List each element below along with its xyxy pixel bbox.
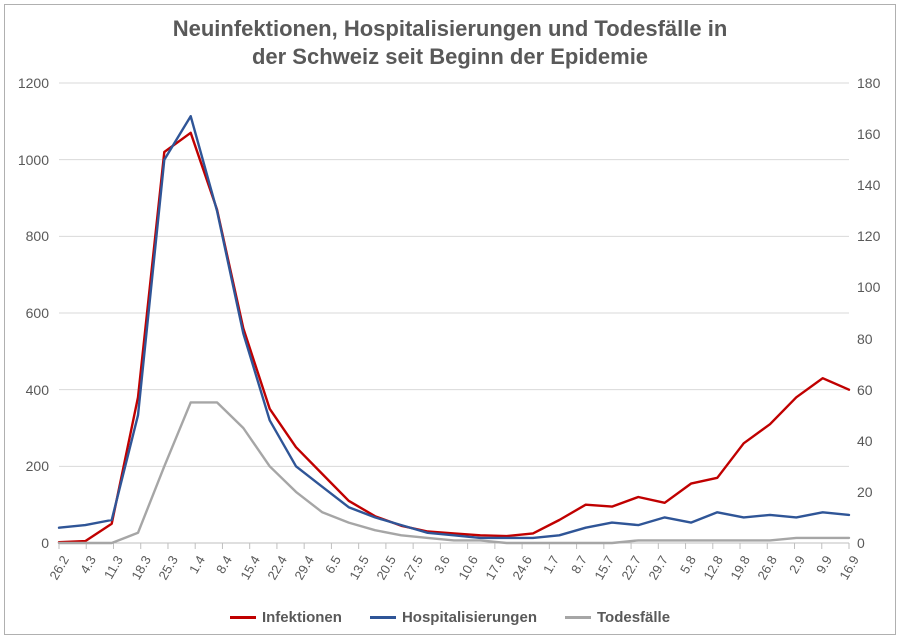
x-tick-label: 25.3 xyxy=(155,553,181,582)
x-tick-label: 2.9 xyxy=(785,553,807,576)
y-left-tick-label: 1000 xyxy=(9,152,49,168)
legend-item-hospitalisierungen: Hospitalisierungen xyxy=(370,609,537,626)
x-tick-label: 24.6 xyxy=(509,553,535,582)
legend-item-infektionen: Infektionen xyxy=(230,609,342,626)
chart-title: Neuinfektionen, Hospitalisierungen und T… xyxy=(5,15,895,70)
legend-swatch xyxy=(370,616,396,619)
x-tick-label: 29.7 xyxy=(646,553,672,582)
legend-item-todesfälle: Todesfälle xyxy=(565,609,670,626)
legend-label: Hospitalisierungen xyxy=(402,609,537,626)
legend-label: Infektionen xyxy=(262,609,342,626)
y-right-tick-label: 120 xyxy=(857,228,880,244)
y-right-tick-label: 140 xyxy=(857,177,880,193)
y-right-tick-label: 180 xyxy=(857,75,880,91)
y-right-tick-label: 40 xyxy=(857,433,873,449)
y-left-tick-label: 400 xyxy=(9,382,49,398)
x-tick-label: 20.5 xyxy=(373,553,399,582)
y-left-tick-label: 600 xyxy=(9,305,49,321)
y-right-tick-label: 0 xyxy=(857,535,865,551)
x-tick-label: 26.2 xyxy=(46,553,72,582)
y-right-tick-label: 160 xyxy=(857,126,880,142)
legend: Infektionen Hospitalisierungen Todesfälle xyxy=(5,606,895,626)
x-tick-label: 9.9 xyxy=(813,553,835,576)
y-left-tick-label: 800 xyxy=(9,228,49,244)
x-tick-label: 22.7 xyxy=(618,553,644,582)
x-tick-label: 17.6 xyxy=(482,553,508,582)
x-tick-label: 15.4 xyxy=(237,553,263,582)
x-tick-label: 6.5 xyxy=(322,553,344,576)
x-tick-label: 13.5 xyxy=(346,553,372,582)
x-tick-label: 3.6 xyxy=(431,553,453,576)
chart-frame: Neuinfektionen, Hospitalisierungen und T… xyxy=(4,4,896,635)
y-right-tick-label: 60 xyxy=(857,382,873,398)
y-right-tick-label: 100 xyxy=(857,279,880,295)
y-right-tick-label: 20 xyxy=(857,484,873,500)
series-todesfälle xyxy=(59,402,849,543)
x-tick-label: 18.3 xyxy=(128,553,154,582)
y-right-tick-label: 80 xyxy=(857,331,873,347)
x-tick-label: 15.7 xyxy=(591,553,617,582)
x-tick-label: 1.4 xyxy=(186,553,208,576)
x-tick-label: 12.8 xyxy=(700,553,726,582)
legend-swatch xyxy=(565,616,591,619)
x-tick-label: 27.5 xyxy=(400,553,426,582)
series-hospitalisierungen xyxy=(59,116,849,538)
x-tick-label: 1.7 xyxy=(540,553,562,576)
x-tick-label: 8.4 xyxy=(213,553,235,576)
y-left-tick-label: 0 xyxy=(9,535,49,551)
series-infektionen xyxy=(59,133,849,542)
x-tick-label: 10.6 xyxy=(455,553,481,582)
x-tick-label: 19.8 xyxy=(727,553,753,582)
y-left-tick-label: 200 xyxy=(9,458,49,474)
y-left-tick-label: 1200 xyxy=(9,75,49,91)
legend-swatch xyxy=(230,616,256,619)
x-tick-label: 4.3 xyxy=(77,553,99,576)
plot-area: 26.24.311.318.325.31.48.415.422.429.46.5… xyxy=(59,83,849,543)
legend-label: Todesfälle xyxy=(597,609,670,626)
x-tick-label: 16.9 xyxy=(836,553,862,582)
x-tick-label: 22.4 xyxy=(264,553,290,582)
x-tick-label: 29.4 xyxy=(292,553,318,582)
x-tick-label: 11.3 xyxy=(101,553,126,582)
x-tick-label: 26.8 xyxy=(755,553,781,582)
x-tick-label: 5.8 xyxy=(677,553,699,576)
x-tick-label: 8.7 xyxy=(568,553,590,576)
